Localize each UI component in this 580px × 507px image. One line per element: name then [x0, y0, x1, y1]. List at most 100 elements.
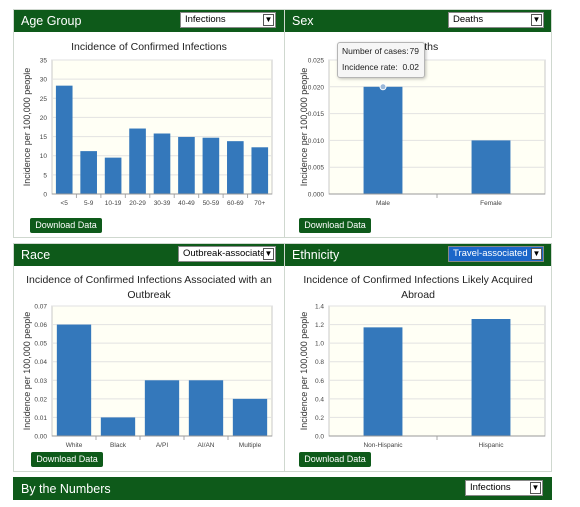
bar	[227, 141, 244, 194]
y-tick-label: 0.05	[34, 341, 47, 348]
bar	[144, 380, 180, 436]
sex-title: Sex	[292, 14, 314, 28]
bar	[80, 151, 97, 194]
y-tick-label: 0.02	[34, 396, 47, 403]
x-tick-label: Female	[480, 200, 502, 207]
by-the-numbers-select-value: Infections	[470, 482, 511, 493]
y-tick-label: 0.015	[308, 111, 325, 118]
x-tick-label: White	[66, 442, 83, 449]
y-tick-label: 0.01	[34, 415, 47, 422]
ethnicity-chart-title: Incidence of Confirmed Infections Likely…	[285, 273, 551, 303]
x-tick-label: Hispanic	[479, 442, 505, 449]
age-group-header: Age Group Infections ▼	[14, 10, 284, 32]
bar	[100, 417, 136, 436]
age-download-button[interactable]: Download Data	[30, 218, 102, 233]
y-tick-label: 1.0	[315, 341, 324, 348]
by-the-numbers-select[interactable]: Infections ▼	[465, 480, 543, 496]
ethnicity-chart: 0.0 0.2 0.4 0.6 0.8 1.0 1.2 1.4 Incidence per 10…	[299, 304, 546, 449]
x-tick-label: 50-59	[203, 200, 220, 207]
ethnicity-chart-title-line-2: Abroad	[401, 289, 435, 301]
y-tick-label: 0.010	[308, 138, 325, 145]
bar	[104, 157, 122, 194]
race-download-button[interactable]: Download Data	[31, 452, 103, 467]
race-chart-title: Incidence of Confirmed Infections Associ…	[14, 273, 284, 303]
hover-marker	[379, 83, 387, 91]
bar	[363, 327, 403, 436]
age-chart-title: Incidence of Confirmed Infections	[14, 40, 284, 55]
ethnicity-select[interactable]: Travel-associated ▼	[448, 246, 544, 262]
sex-tooltip: Number of cases: 79 Incidence rate: 0.02	[337, 42, 425, 78]
y-tick-label: 15	[40, 134, 48, 141]
bar	[232, 398, 268, 436]
bar	[153, 133, 171, 194]
y-tick-label: 0.07	[34, 304, 47, 311]
y-tick-label: 0	[43, 192, 47, 199]
ethnicity-select-value: Travel-associated	[453, 248, 528, 259]
sex-select-value: Deaths	[453, 14, 484, 25]
y-axis-label: Incidence per 100,000 people	[299, 312, 309, 431]
sex-select[interactable]: Deaths ▼	[448, 12, 544, 28]
tooltip-cases-value: 79	[409, 46, 419, 56]
ethnicity-panel: Ethnicity Travel-associated ▼ Incidence …	[284, 243, 552, 472]
chevron-down-icon: ▼	[531, 14, 542, 26]
ethnicity-download-button[interactable]: Download Data	[299, 452, 371, 467]
age-group-chart: 0 5 10 15 20 25 30 35 Incidence per 100,000 peop…	[22, 58, 273, 207]
bar	[55, 85, 73, 194]
x-tick-label: Non-Hispanic	[363, 442, 403, 449]
x-tick-label: 20-29	[129, 200, 146, 207]
y-tick-label: 0.00	[34, 434, 47, 441]
y-tick-label: 0.005	[308, 165, 325, 172]
y-tick-label: 0.020	[308, 84, 325, 91]
y-tick-label: 0.4	[315, 396, 324, 403]
bar	[202, 137, 220, 194]
sex-panel: Sex Deaths ▼ Deaths 0.000 0.005 0.010 0.015…	[284, 9, 552, 238]
plot-area	[328, 59, 546, 195]
y-tick-label: 0.6	[315, 378, 324, 385]
x-tick-label: <5	[61, 200, 69, 207]
y-tick-label: 5	[43, 172, 47, 179]
race-chart-title-line-2: Outbreak	[127, 289, 171, 301]
x-tick-label: 40-49	[178, 200, 195, 207]
y-tick-label: 0.000	[308, 192, 325, 199]
ethnicity-header: Ethnicity Travel-associated ▼	[285, 244, 551, 266]
y-tick-label: 25	[40, 96, 48, 103]
tooltip-rate-value: 0.02	[402, 62, 419, 72]
x-tick-label: AI/AN	[198, 442, 215, 449]
race-title: Race	[21, 248, 51, 262]
age-group-select[interactable]: Infections ▼	[180, 12, 276, 28]
x-tick-label: A/PI	[156, 442, 168, 449]
race-panel: Race Outbreak-associated ▼ Incidence of …	[13, 243, 285, 472]
y-tick-label: 0.2	[315, 415, 324, 422]
bar	[471, 140, 511, 194]
bar	[178, 136, 195, 194]
x-tick-label: Male	[376, 200, 390, 207]
ethnicity-title: Ethnicity	[292, 248, 340, 262]
y-tick-label: 0.04	[34, 359, 47, 366]
y-tick-label: 0.06	[34, 322, 47, 329]
race-select[interactable]: Outbreak-associated ▼	[178, 246, 276, 262]
y-axis-label: Incidence per 100,000 people	[299, 68, 309, 187]
x-tick-label: 5-9	[84, 200, 94, 207]
bar	[363, 86, 403, 194]
sex-header: Sex Deaths ▼	[285, 10, 551, 32]
x-tick-label: Black	[110, 442, 127, 449]
sex-download-button[interactable]: Download Data	[299, 218, 371, 233]
sex-chart: 0.000 0.005 0.010 0.015 0.020 0.025 Incidence …	[299, 58, 546, 207]
x-tick-label: 70+	[254, 200, 265, 207]
bar	[251, 147, 269, 194]
chevron-down-icon: ▼	[531, 248, 542, 260]
x-tick-label: 60-69	[227, 200, 244, 207]
y-tick-label: 0.0	[315, 434, 324, 441]
y-tick-label: 30	[40, 77, 48, 84]
y-tick-label: 0.8	[315, 359, 324, 366]
y-axis-label: Incidence per 100,000 people	[22, 312, 32, 431]
bar	[188, 380, 224, 436]
age-group-title: Age Group	[21, 14, 82, 28]
tooltip-cases-label: Number of cases:	[342, 46, 409, 56]
y-tick-label: 0.03	[34, 378, 47, 385]
race-chart: 0.00 0.01 0.02 0.03 0.04 0.05 0.06 0.07Incidenc…	[22, 304, 273, 449]
age-group-panel: Age Group Infections ▼ Incidence of Conf…	[13, 9, 285, 238]
age-chart-title-line: Incidence of Confirmed Infections	[71, 41, 227, 53]
age-group-select-value: Infections	[185, 14, 226, 25]
bar	[471, 319, 511, 436]
